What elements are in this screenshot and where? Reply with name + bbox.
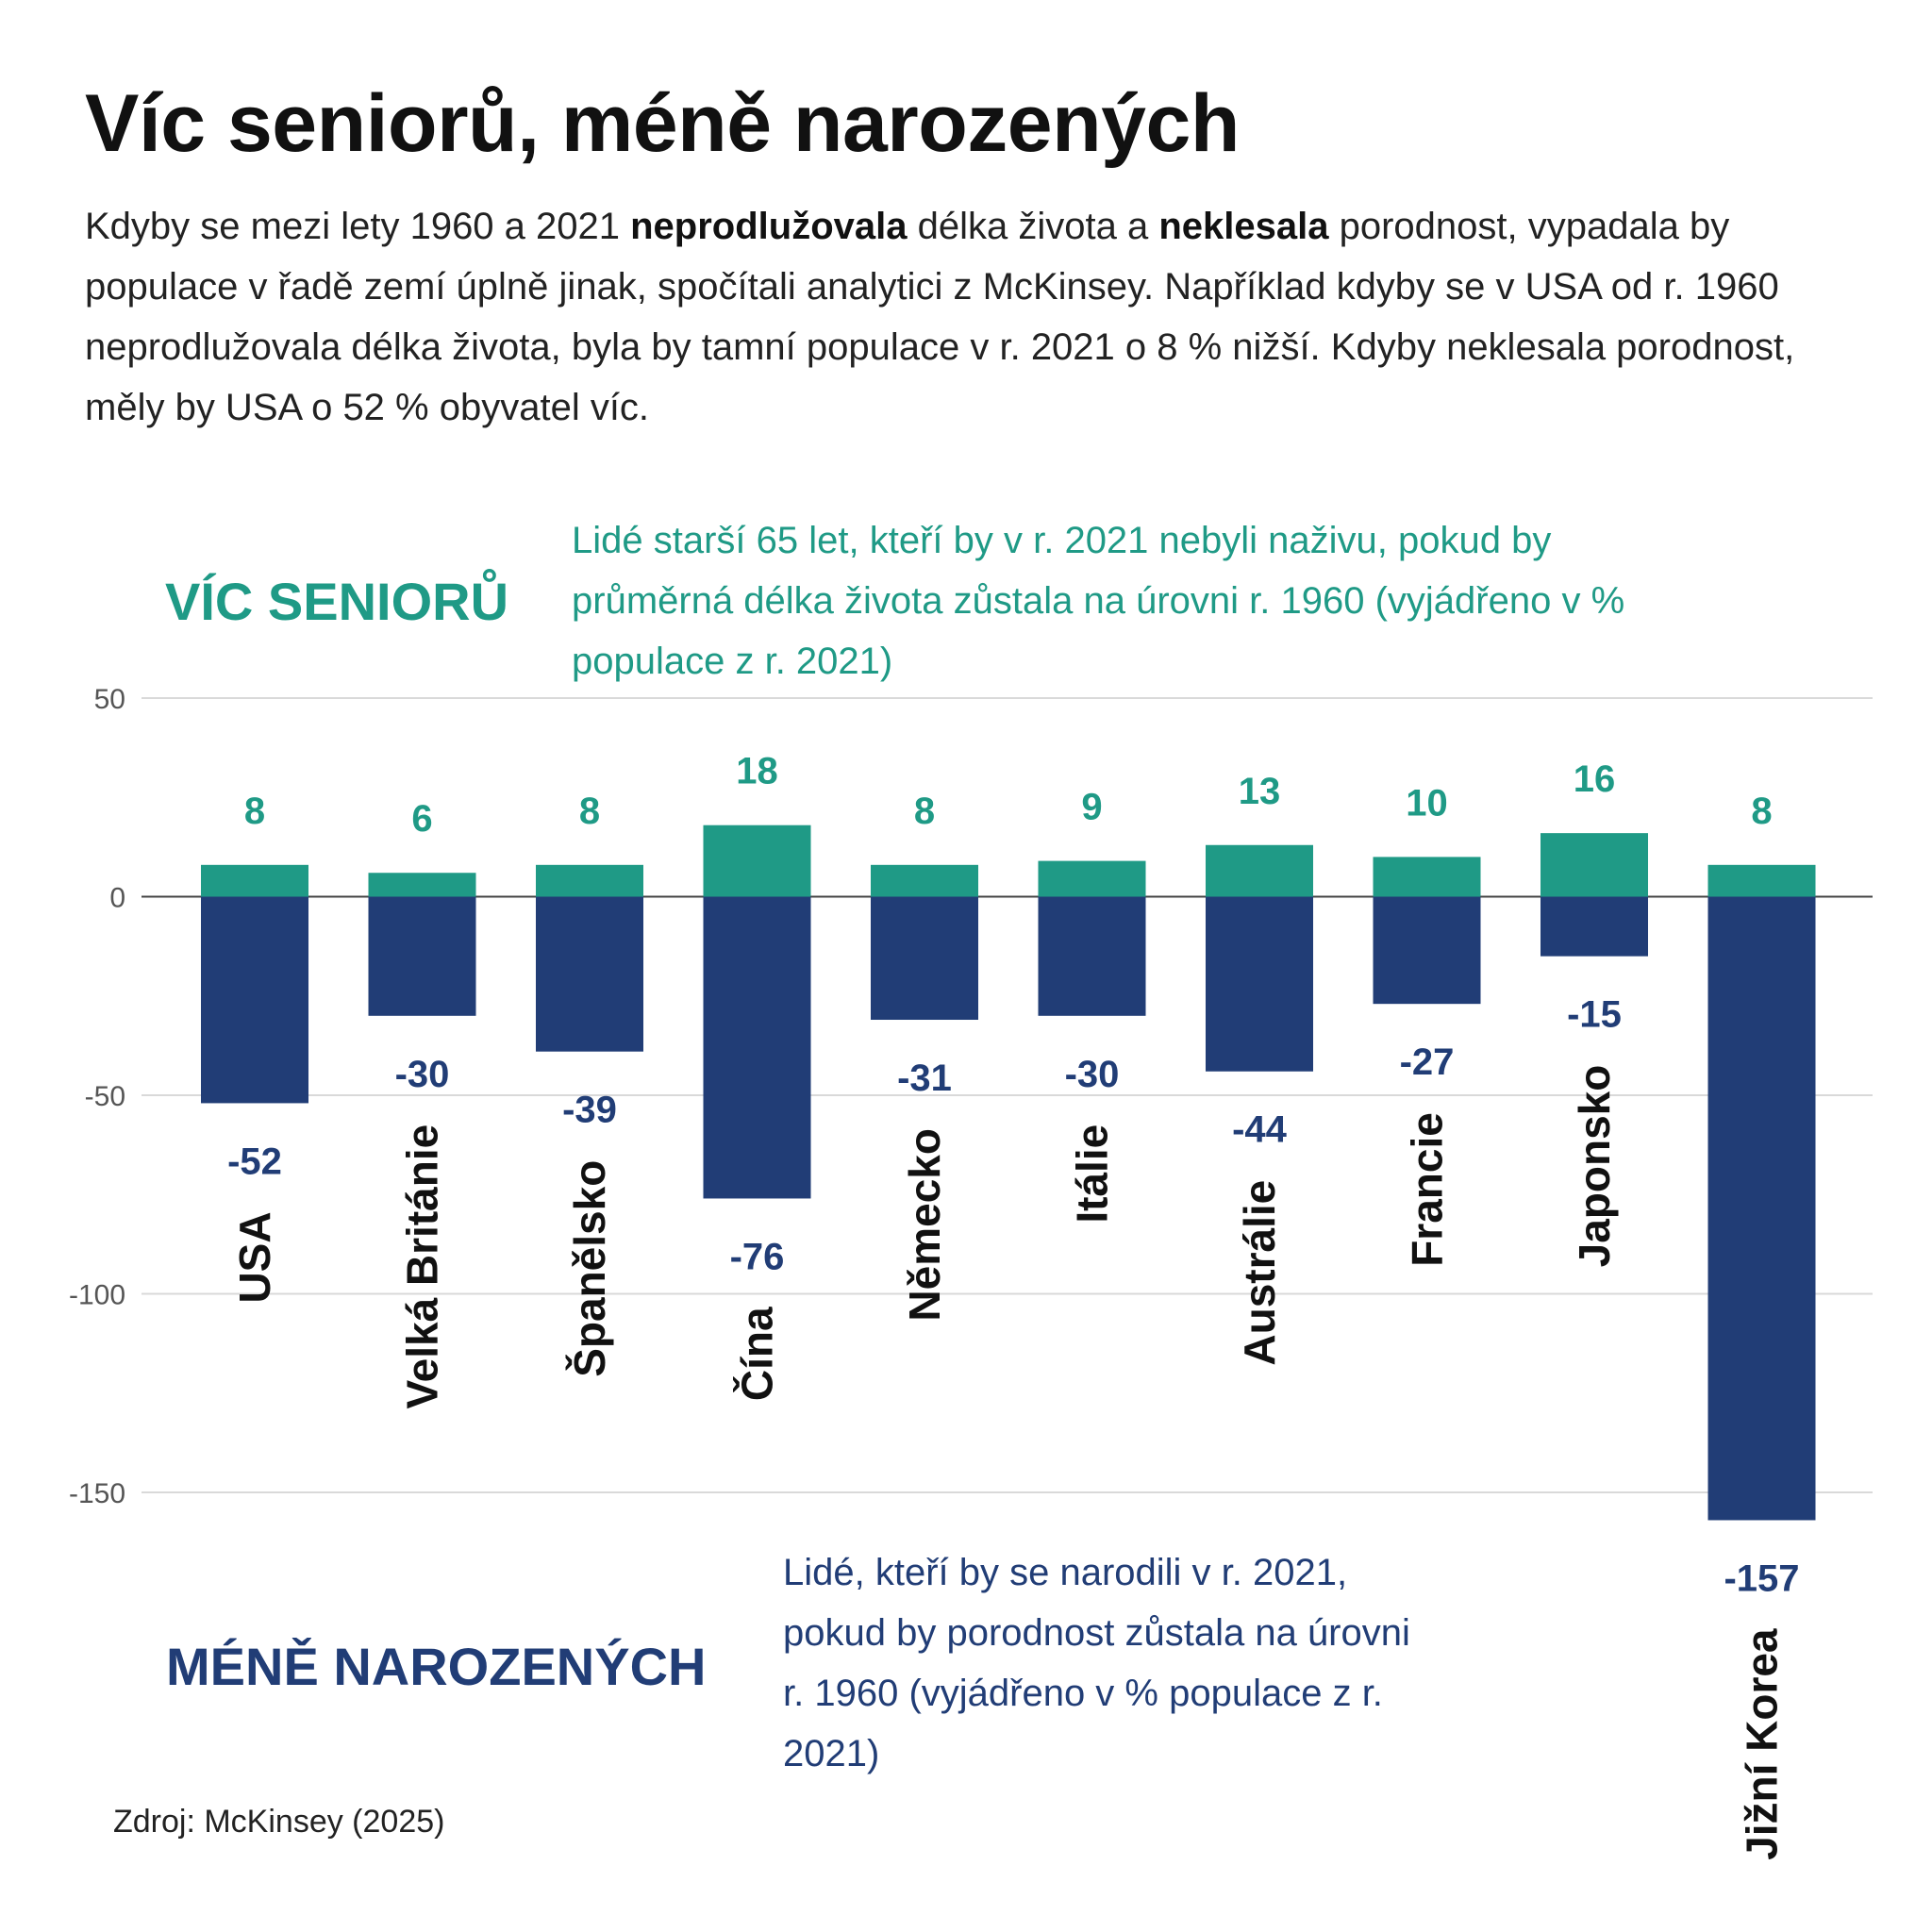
data-label-births: -76 bbox=[730, 1236, 785, 1277]
subtitle-bold-1: neprodlužovala bbox=[630, 206, 908, 247]
bar-births bbox=[871, 896, 978, 1021]
legend-seniors-note-line: průměrná délka života zůstala na úrovni … bbox=[572, 580, 1624, 622]
subtitle-bold-2: neklesala bbox=[1158, 206, 1329, 247]
bar-seniors bbox=[1038, 860, 1146, 897]
data-label-births: -157 bbox=[1724, 1557, 1799, 1599]
legend-seniors-note-line: populace z r. 2021) bbox=[572, 641, 892, 682]
data-label-births: -39 bbox=[562, 1090, 617, 1131]
data-label-seniors: 16 bbox=[1574, 758, 1616, 800]
bar-seniors bbox=[871, 864, 978, 897]
legend-births-heading: MÉNĚ NAROZENÝCH bbox=[166, 1637, 706, 1696]
x-category-label: Velká Británie bbox=[398, 1124, 447, 1409]
legend-births-note-line: r. 1960 (vyjádřeno v % populace z r. bbox=[783, 1673, 1383, 1714]
data-label-births: -52 bbox=[227, 1141, 282, 1182]
x-category-label: Německo bbox=[900, 1128, 949, 1322]
x-category-label: Francie bbox=[1403, 1112, 1452, 1267]
y-tick-label: -50 bbox=[85, 1081, 125, 1112]
bar-seniors bbox=[1707, 864, 1816, 897]
y-tick-label: -100 bbox=[69, 1280, 125, 1311]
x-category-label: Itálie bbox=[1068, 1124, 1117, 1224]
bar-births bbox=[1038, 896, 1146, 1016]
bar-births bbox=[1206, 896, 1313, 1072]
y-tick-label: 50 bbox=[94, 684, 125, 715]
data-label-seniors: 9 bbox=[1081, 787, 1102, 828]
data-label-seniors: 13 bbox=[1239, 771, 1281, 812]
bar-births bbox=[536, 896, 643, 1052]
data-label-seniors: 8 bbox=[1751, 791, 1772, 832]
x-category-label: Austrálie bbox=[1235, 1180, 1284, 1366]
data-label-births: -31 bbox=[897, 1058, 952, 1099]
data-label-births: -27 bbox=[1400, 1041, 1455, 1083]
bar-seniors bbox=[1206, 844, 1313, 897]
subtitle-text-2: délka života a bbox=[907, 206, 1159, 247]
data-label-seniors: 8 bbox=[914, 791, 935, 832]
bar-seniors bbox=[1541, 833, 1648, 897]
data-label-seniors: 6 bbox=[411, 798, 432, 840]
data-label-seniors: 8 bbox=[579, 791, 600, 832]
bar-seniors bbox=[703, 824, 811, 897]
subtitle-text-1: Kdyby se mezi lety 1960 a 2021 bbox=[85, 206, 631, 247]
chart-subtitle: Kdyby se mezi lety 1960 a 2021 neprodluž… bbox=[85, 196, 1858, 438]
bar-births bbox=[1373, 896, 1481, 1005]
bar-seniors bbox=[368, 873, 476, 897]
data-label-seniors: 18 bbox=[736, 751, 778, 792]
legend-births-note: Lidé, kteří by se narodili v r. 2021, po… bbox=[783, 1552, 1421, 1774]
legend-births-note-line: Lidé, kteří by se narodili v r. 2021, bbox=[783, 1552, 1347, 1593]
legend-seniors-heading: VÍC SENIORŮ bbox=[165, 569, 508, 631]
x-category-label: USA bbox=[230, 1211, 279, 1303]
data-label-births: -15 bbox=[1567, 994, 1622, 1036]
data-label-seniors: 8 bbox=[244, 791, 265, 832]
bar-births bbox=[1707, 896, 1816, 1521]
legend-seniors-note: Lidé starší 65 let, kteří by v r. 2021 n… bbox=[572, 520, 1635, 682]
chart-title: Víc seniorů, méně narozených bbox=[85, 78, 1240, 169]
x-category-label: Španělsko bbox=[565, 1160, 614, 1377]
data-label-births: -30 bbox=[1065, 1054, 1120, 1095]
y-tick-label: 0 bbox=[109, 883, 125, 914]
data-label-births: -30 bbox=[395, 1054, 450, 1095]
bar-births bbox=[201, 896, 308, 1104]
y-tick-label: -150 bbox=[69, 1478, 125, 1509]
x-category-label: Jižní Korea bbox=[1738, 1628, 1787, 1860]
x-category-label: Japonsko bbox=[1570, 1065, 1619, 1268]
legend-seniors-note-line: Lidé starší 65 let, kteří by v r. 2021 n… bbox=[572, 520, 1551, 561]
source-note: Zdroj: McKinsey (2025) bbox=[113, 1804, 445, 1840]
bar-seniors bbox=[201, 864, 308, 897]
legend-births-note-line: 2021) bbox=[783, 1733, 879, 1774]
data-label-births: -44 bbox=[1232, 1109, 1288, 1151]
bar-births bbox=[368, 896, 476, 1016]
x-category-label: Čína bbox=[733, 1307, 782, 1401]
bar-seniors bbox=[536, 864, 643, 897]
bar-seniors bbox=[1373, 857, 1481, 897]
data-label-seniors: 10 bbox=[1406, 782, 1448, 824]
legend-births-note-line: pokud by porodnost zůstala na úrovni bbox=[783, 1612, 1410, 1654]
subtitle-text-3: porodnost, vypadala by populace v řadě z… bbox=[85, 206, 1795, 428]
bar-births bbox=[703, 896, 811, 1199]
bar-births bbox=[1541, 896, 1648, 957]
